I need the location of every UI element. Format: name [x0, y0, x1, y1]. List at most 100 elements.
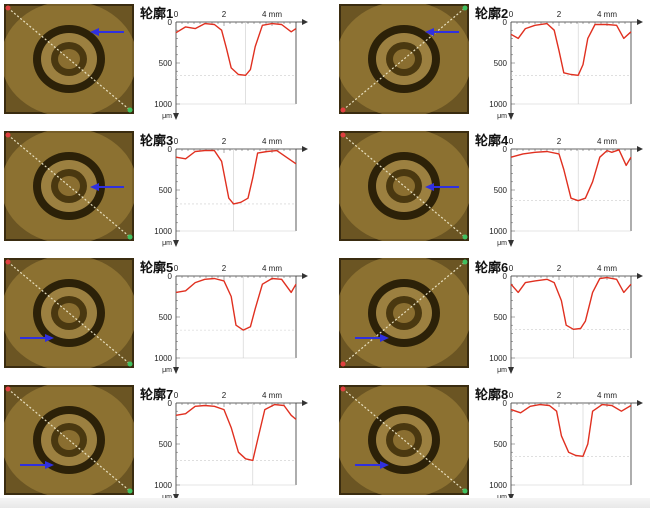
x-tick-label: 0: [174, 137, 179, 146]
profile-title-3: 轮廓3: [140, 133, 174, 148]
x-arrow-icon: [637, 400, 643, 406]
profile-title-7: 轮廓7: [140, 387, 174, 402]
micrograph-8: [339, 385, 469, 495]
x-tick-label: 2: [557, 137, 562, 146]
x-tick-label: 0: [509, 264, 514, 273]
y-arrow-icon: [508, 240, 514, 247]
start-marker: [340, 361, 346, 367]
x-tick-label: 4 mm: [262, 264, 282, 273]
profile-series-line: [175, 22, 297, 77]
x-tick-label: 4 mm: [597, 391, 617, 400]
scan-line: [342, 261, 466, 365]
profile-chart-5: 0 2 4 mm 0 500 1000 μm: [154, 264, 308, 374]
x-tick-label: 0: [174, 391, 179, 400]
profile-chart-2: 0 2 4 mm 0 500 1000 μm: [489, 10, 643, 120]
x-tick-label: 2: [222, 10, 227, 19]
profile-title-8: 轮廓8: [475, 387, 509, 402]
start-marker: [340, 132, 346, 138]
profile-panel-7: 0 2 4 mm 0 500 1000 μm 轮廓7: [0, 381, 325, 508]
x-tick-label: 2: [222, 391, 227, 400]
micrograph-4: [339, 131, 469, 241]
arrow-head-icon: [45, 334, 54, 342]
x-arrow-icon: [302, 400, 308, 406]
scan-line: [7, 7, 131, 111]
scan-line: [7, 388, 131, 492]
x-tick-label: 2: [222, 137, 227, 146]
bottom-bar: [0, 498, 650, 508]
profile-series-line: [510, 22, 632, 77]
profile-chart-7: 0 2 4 mm 0 500 1000 μm: [154, 391, 308, 501]
micrograph-3: [4, 131, 134, 241]
x-arrow-icon: [302, 273, 308, 279]
x-tick-label: 4 mm: [262, 391, 282, 400]
end-marker: [462, 259, 468, 265]
profile-chart-4: 0 2 4 mm 0 500 1000 μm: [489, 137, 643, 247]
profile-title-2: 轮廓2: [475, 6, 509, 21]
y-unit-label: μm: [497, 494, 507, 501]
y-unit-label: μm: [162, 367, 172, 374]
profile-series-line: [175, 403, 297, 462]
profile-title-5: 轮廓5: [140, 260, 174, 275]
end-marker: [127, 107, 133, 113]
y-tick-label: 0: [168, 272, 173, 281]
profile-panel-6: 0 2 4 mm 0 500 1000 μm 轮廓6: [335, 254, 650, 381]
scan-line: [342, 388, 466, 492]
profile-panel-4: 0 2 4 mm 0 500 1000 μm 轮廓4: [335, 127, 650, 254]
end-marker: [462, 234, 468, 240]
y-arrow-icon: [173, 367, 179, 374]
x-tick-label: 0: [509, 10, 514, 19]
y-unit-label: μm: [497, 113, 507, 120]
start-marker: [5, 259, 11, 265]
arrow-head-icon: [380, 461, 389, 469]
end-marker: [127, 488, 133, 494]
y-unit-label: μm: [497, 367, 507, 374]
y-tick-label: 1000: [154, 354, 172, 363]
x-tick-label: 0: [174, 10, 179, 19]
x-arrow-icon: [637, 273, 643, 279]
profile-panel-1: 0 2 4 mm 0 500 1000 μm 轮廓1: [0, 0, 325, 127]
x-tick-label: 4 mm: [262, 137, 282, 146]
x-arrow-icon: [302, 19, 308, 25]
y-tick-label: 1000: [489, 227, 507, 236]
micrograph-6: [339, 258, 469, 368]
end-marker: [127, 361, 133, 367]
start-marker: [340, 386, 346, 392]
x-tick-label: 4 mm: [597, 10, 617, 19]
profile-series-line: [510, 276, 632, 331]
profile-panel-8: 0 2 4 mm 0 500 1000 μm 轮廓8: [335, 381, 650, 508]
y-tick-label: 1000: [154, 227, 172, 236]
y-tick-label: 0: [168, 18, 173, 27]
y-unit-label: μm: [162, 113, 172, 120]
start-marker: [5, 5, 11, 11]
profile-panel-5: 0 2 4 mm 0 500 1000 μm 轮廓5: [0, 254, 325, 381]
profile-series-line: [175, 149, 297, 205]
profile-title-6: 轮廓6: [475, 260, 509, 275]
y-tick-label: 1000: [154, 481, 172, 490]
y-arrow-icon: [173, 494, 179, 501]
y-tick-label: 500: [159, 440, 173, 449]
micrograph-2: [339, 4, 469, 114]
y-tick-label: 500: [494, 59, 508, 68]
y-tick-label: 500: [494, 313, 508, 322]
y-tick-label: 0: [168, 399, 173, 408]
x-tick-label: 2: [557, 10, 562, 19]
y-tick-label: 500: [494, 440, 508, 449]
profile-series-line: [175, 277, 297, 331]
profile-chart-1: 0 2 4 mm 0 500 1000 μm: [154, 10, 308, 120]
profile-chart-8: 0 2 4 mm 0 500 1000 μm: [489, 391, 643, 501]
micrograph-7: [4, 385, 134, 495]
y-tick-label: 0: [168, 145, 173, 154]
y-tick-label: 1000: [489, 354, 507, 363]
scan-line: [342, 134, 466, 238]
x-arrow-icon: [637, 19, 643, 25]
arrow-head-icon: [380, 334, 389, 342]
x-tick-label: 2: [557, 264, 562, 273]
profile-chart-6: 0 2 4 mm 0 500 1000 μm: [489, 264, 643, 374]
arrow-head-icon: [425, 183, 434, 191]
profile-panel-3: 0 2 4 mm 0 500 1000 μm 轮廓3: [0, 127, 325, 254]
y-arrow-icon: [508, 367, 514, 374]
y-arrow-icon: [508, 494, 514, 501]
x-tick-label: 0: [174, 264, 179, 273]
arrow-head-icon: [90, 28, 99, 36]
end-marker: [462, 488, 468, 494]
